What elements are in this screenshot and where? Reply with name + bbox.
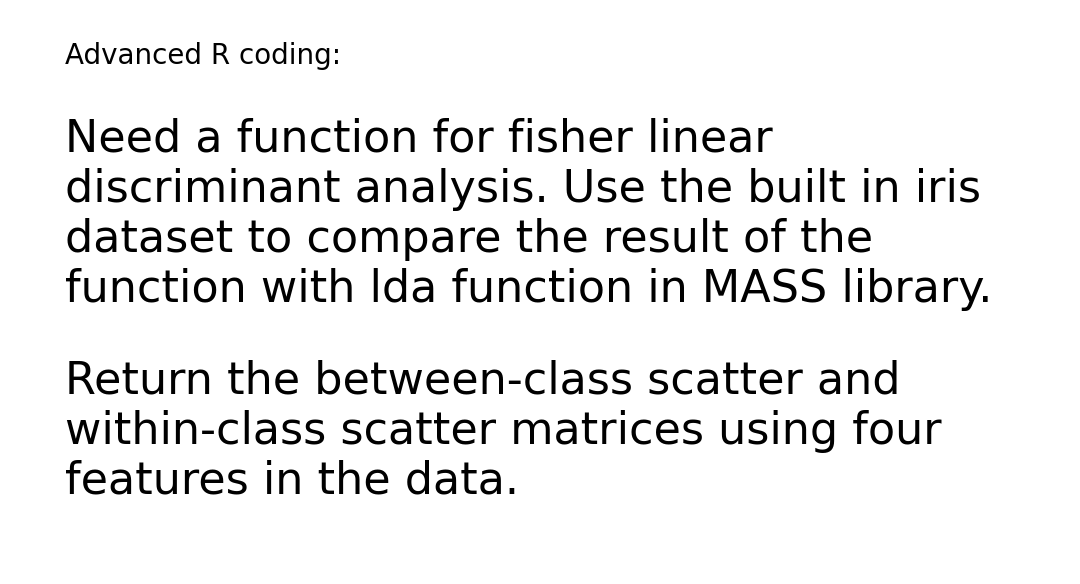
Text: dataset to compare the result of the: dataset to compare the result of the (65, 218, 873, 261)
Text: Need a function for fisher linear: Need a function for fisher linear (65, 118, 773, 161)
Text: features in the data.: features in the data. (65, 460, 519, 503)
Text: function with lda function in MASS library.: function with lda function in MASS libra… (65, 268, 993, 311)
Text: Return the between-class scatter and: Return the between-class scatter and (65, 360, 901, 403)
Text: discriminant analysis. Use the built in iris: discriminant analysis. Use the built in … (65, 168, 981, 211)
Text: within-class scatter matrices using four: within-class scatter matrices using four (65, 410, 942, 453)
Text: Advanced R coding:: Advanced R coding: (65, 42, 341, 70)
